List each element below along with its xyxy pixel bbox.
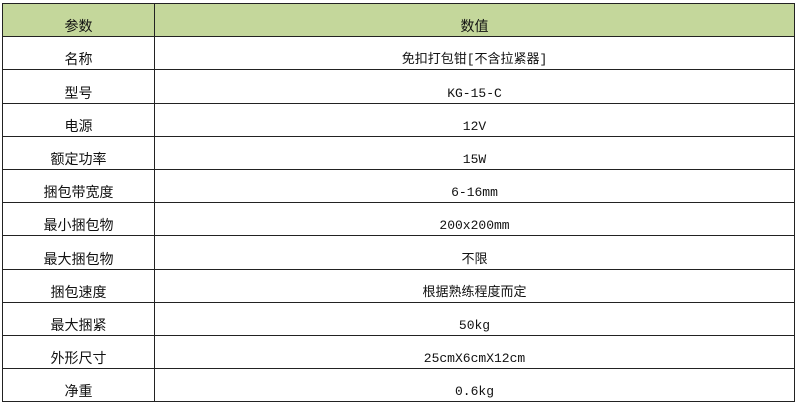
- table-row: 最小捆包物 200x200mm: [2, 202, 795, 237]
- table-row: 型号 KG-15-C: [2, 69, 795, 104]
- table-row: 捆包速度 根据熟练程度而定: [2, 268, 795, 303]
- param-cell: 型号: [2, 69, 155, 104]
- value-cell: 免扣打包钳[不含拉紧器]: [154, 36, 795, 71]
- value-cell: 不限: [154, 235, 795, 270]
- param-cell: 捆包带宽度: [2, 168, 155, 204]
- table-row: 捆包带宽度 6-16mm: [2, 168, 795, 204]
- value-cell: 12V: [154, 102, 795, 137]
- header-value: 数值: [154, 2, 795, 38]
- value-cell: 50kg: [154, 301, 795, 336]
- value-cell: KG-15-C: [154, 69, 795, 104]
- param-cell: 电源: [2, 102, 155, 137]
- table-row: 最大捆紧 50kg: [2, 301, 795, 336]
- value-cell: 6-16mm: [154, 168, 795, 204]
- value-cell: 根据熟练程度而定: [154, 268, 795, 303]
- param-cell: 名称: [2, 36, 155, 71]
- table-row: 净重 0.6kg: [2, 368, 795, 402]
- param-cell: 最小捆包物: [2, 202, 155, 237]
- param-cell: 捆包速度: [2, 268, 155, 303]
- param-cell: 额定功率: [2, 135, 155, 170]
- table-row: 最大捆包物 不限: [2, 235, 795, 270]
- table-row: 外形尺寸 25cmX6cmX12cm: [2, 334, 795, 370]
- table-row: 名称 免扣打包钳[不含拉紧器]: [2, 36, 795, 71]
- table-row: 额定功率 15W: [2, 135, 795, 170]
- table-header-row: 参数 数值: [2, 2, 795, 38]
- value-cell: 200x200mm: [154, 202, 795, 237]
- header-param: 参数: [2, 2, 155, 38]
- value-cell: 15W: [154, 135, 795, 170]
- param-cell: 外形尺寸: [2, 334, 155, 370]
- param-cell: 净重: [2, 368, 155, 402]
- value-cell: 0.6kg: [154, 368, 795, 402]
- param-cell: 最大捆紧: [2, 301, 155, 336]
- param-cell: 最大捆包物: [2, 235, 155, 270]
- table-row: 电源 12V: [2, 102, 795, 137]
- value-cell: 25cmX6cmX12cm: [154, 334, 795, 370]
